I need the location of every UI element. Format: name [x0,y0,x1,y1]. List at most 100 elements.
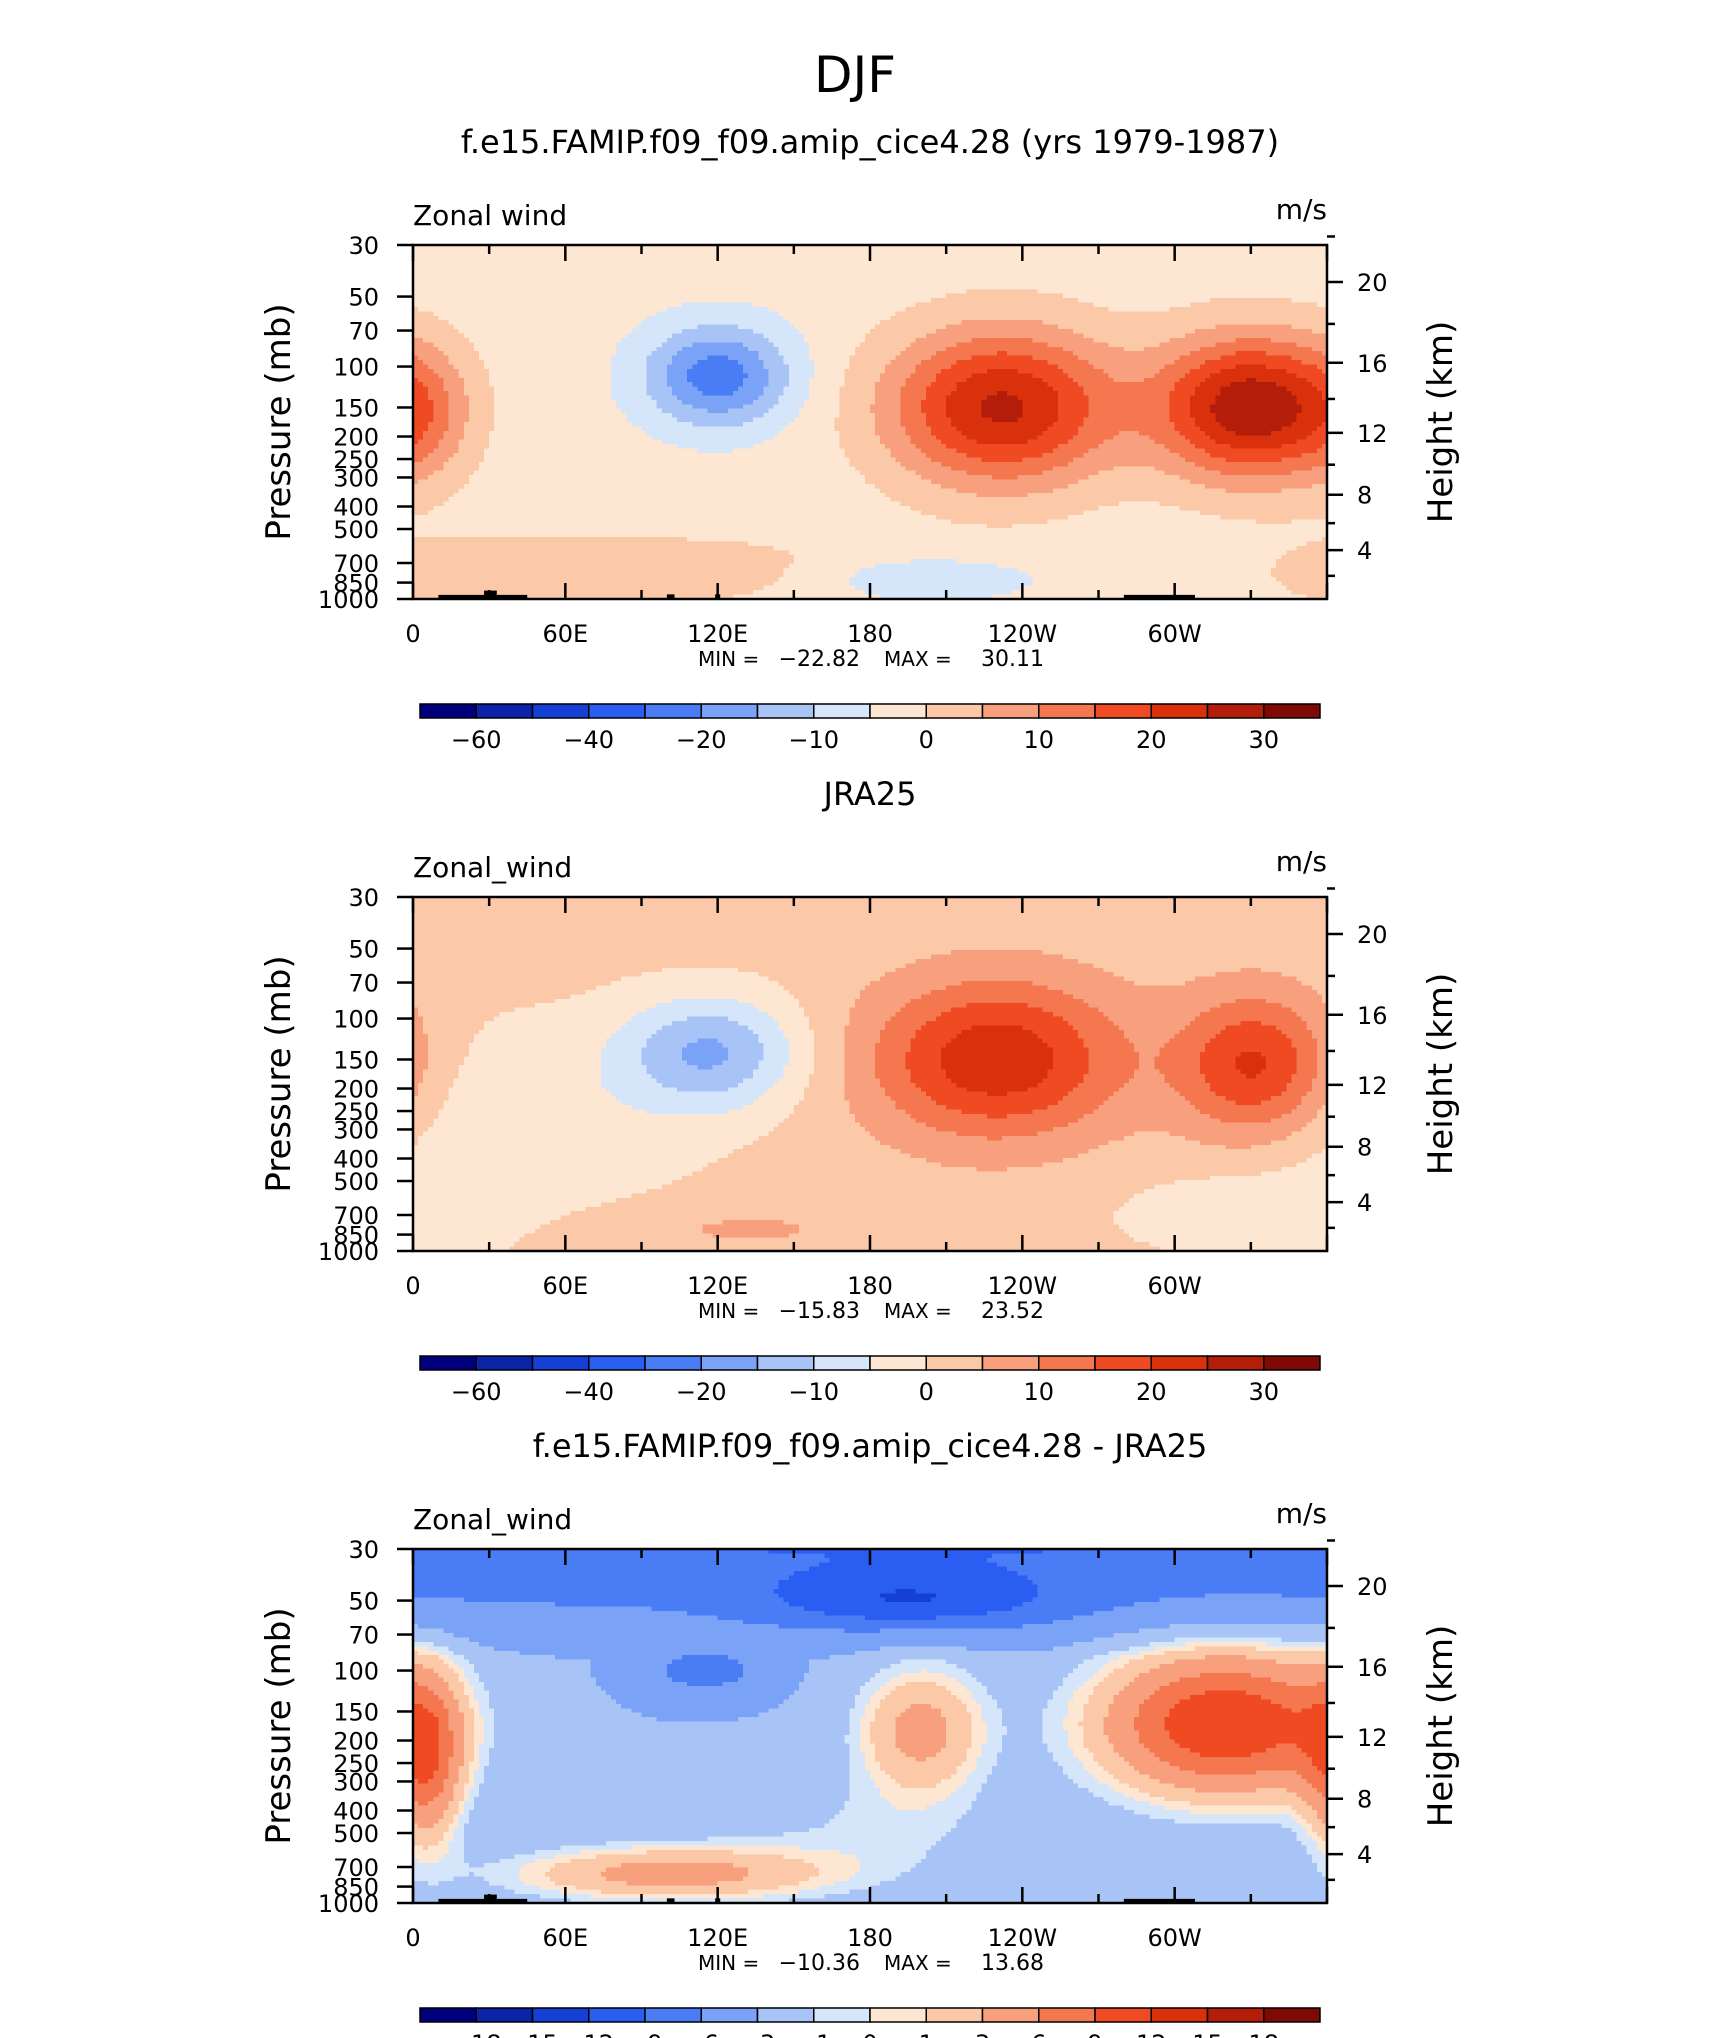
heatmap-cell [987,298,993,303]
heatmap-cell [474,338,480,343]
heatmap-cell [1231,276,1237,281]
heatmap-cell [1307,263,1313,268]
heatmap-cell [1312,307,1318,312]
heatmap-cell [1124,307,1130,312]
heatmap-cell [1276,254,1282,259]
heatmap-cell [642,258,648,263]
heatmap-cell [606,342,612,347]
heatmap-cell [1297,249,1303,254]
heatmap-cell [799,276,805,281]
heatmap-cell [1220,329,1226,334]
heatmap-cell [1068,289,1074,294]
heatmap-cell [1205,316,1211,321]
heatmap-cell [1053,334,1059,339]
heatmap-cell [1165,334,1171,339]
heatmap-cell [621,258,627,263]
heatmap-cell [1165,311,1171,316]
heatmap-cell [1312,276,1318,281]
heatmap-cell [834,276,840,281]
heatmap-cell [738,258,744,263]
heatmap-cell [951,303,957,308]
heatmap-cell [977,294,983,299]
heatmap-cell [809,263,815,268]
heatmap-cell [652,289,658,294]
heatmap-cell [890,294,896,299]
heatmap-cell [591,294,597,299]
heatmap-cell [1159,338,1165,343]
heatmap-cell [753,316,759,321]
heatmap-cell [708,311,714,316]
heatmap-cell [779,298,785,303]
heatmap-cell [1246,263,1252,268]
heatmap-cell [748,294,754,299]
heatmap-cell [814,325,820,330]
heatmap-cell [885,342,891,347]
heatmap-cell [1236,329,1242,334]
heatmap-cell [1134,294,1140,299]
heatmap-cell [535,276,541,281]
heatmap-cell [987,334,993,339]
heatmap-cell [789,342,795,347]
heatmap-cell [829,258,835,263]
heatmap-cell [636,342,642,347]
heatmap-cell [636,329,642,334]
heatmap-cell [987,272,993,277]
heatmap-cell [1286,254,1292,259]
heatmap-cell [900,320,906,325]
heatmap-cell [870,267,876,272]
heatmap-cell [1256,249,1262,254]
heatmap-cell [423,329,429,334]
heatmap-cell [687,316,693,321]
heatmap-cell [1144,276,1150,281]
heatmap-cell [931,263,937,268]
heatmap-cell [804,311,810,316]
heatmap-cell [1088,334,1094,339]
heatmap-cell [449,254,455,259]
heatmap-cell [449,316,455,321]
heatmap-cell [697,334,703,339]
heatmap-cell [626,272,632,277]
heatmap-cell [1246,276,1252,281]
heatmap-cell [860,325,866,330]
heatmap-cell [601,263,607,268]
heatmap-cell [438,334,444,339]
heatmap-cell [1266,307,1272,312]
heatmap-cell [530,311,536,316]
heatmap-cell [616,276,622,281]
heatmap-cell [1231,267,1237,272]
heatmap-cell [1175,298,1181,303]
heatmap-cell [951,307,957,312]
heatmap-cell [621,342,627,347]
heatmap-cell [1083,258,1089,263]
heatmap-cell [1068,338,1074,343]
heatmap-cell [642,254,648,259]
heatmap-cell [692,325,698,330]
heatmap-cell [972,258,978,263]
heatmap-cell [535,254,541,259]
heatmap-cell [459,316,465,321]
heatmap-cell [1317,307,1323,312]
heatmap-cell [1063,289,1069,294]
heatmap-cell [977,298,983,303]
heatmap-cell [484,311,490,316]
heatmap-cell [748,298,754,303]
heatmap-cell [1286,272,1292,277]
heatmap-cell [428,258,434,263]
heatmap-cell [697,272,703,277]
heatmap-cell [875,289,881,294]
heatmap-cell [850,311,856,316]
heatmap-cell [895,254,901,259]
heatmap-cell [1225,258,1231,263]
heatmap-cell [992,329,998,334]
heatmap-cell [906,338,912,343]
heatmap-cell [1231,311,1237,316]
heatmap-cell [956,342,962,347]
heatmap-cell [631,294,637,299]
heatmap-cell [1251,285,1257,290]
heatmap-cell [672,298,678,303]
heatmap-cell [509,338,515,343]
heatmap-cell [545,294,551,299]
heatmap-cell [449,280,455,285]
heatmap-cell [1286,338,1292,343]
heatmap-cell [768,311,774,316]
